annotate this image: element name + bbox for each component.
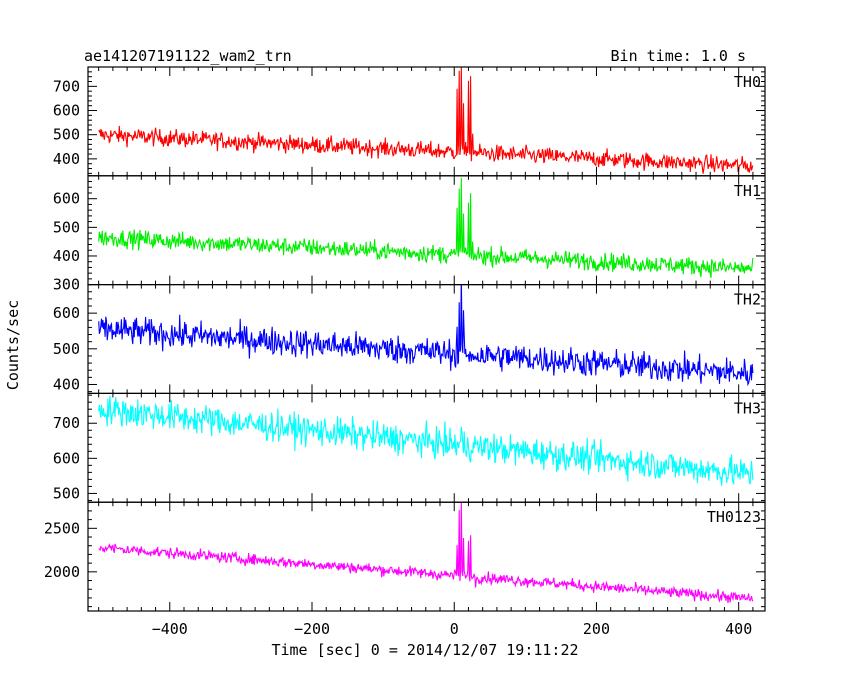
y-tick-label-th0-0: 400 [53,150,80,168]
y-tick-label-th3-2: 700 [53,414,80,432]
y-tick-label-th0123-1: 2500 [44,519,80,537]
y-tick-label-th3-1: 600 [53,449,80,467]
chart-title: ae141207191122_wam2_trn [84,47,292,65]
panel-th0: 400 500 600 700 TH0 [53,66,766,177]
y-tick-label-th1-2: 500 [53,218,80,236]
x-axis: −400 −200 0 200 400 [152,620,753,638]
y-tick-label-th1-0: 300 [53,276,80,294]
y-tick-label-th3-0: 500 [53,484,80,502]
y-tick-label-th1-3: 600 [53,190,80,208]
series-line-th2 [98,284,754,387]
y-tick-label-th0-3: 700 [53,77,80,95]
x-axis-label: Time [sec] 0 = 2014/12/07 19:11:22 [271,641,578,659]
y-tick-label-th2-0: 400 [53,375,80,393]
panel-th1: 300 400 500 600 TH1 [53,175,766,294]
panel-label-th0: TH0 [734,73,761,91]
bin-time-label: Bin time: 1.0 s [611,47,746,65]
series-line-th3 [98,395,754,486]
y-tick-label-th0123-0: 2000 [44,563,80,581]
y-tick-label-th2-1: 500 [53,340,80,358]
panel-th3: 500 600 700 TH3 [53,392,766,503]
x-tick-label-0: −400 [152,620,188,638]
x-tick-label-4: 400 [725,620,752,638]
x-tick-label-3: 200 [583,620,610,638]
x-tick-label-2: 0 [450,620,459,638]
panels-group: 400 500 600 700 TH0 300 400 500 600 TH1 400 500 600 T… [44,66,766,612]
panel-label-th2: TH2 [734,291,761,309]
panel-label-th1: TH1 [734,182,761,200]
y-tick-label-th0-2: 600 [53,102,80,120]
panel-th2: 400 500 600 TH2 [53,284,766,395]
series-line-th0 [98,67,754,174]
x-tick-label-1: −200 [294,620,330,638]
panel-frame-th0123 [87,501,766,612]
panel-frame-th3 [87,392,766,503]
series-line-th0123 [98,502,754,603]
panel-th0123: 2000 2500 TH0123 [44,501,766,612]
y-axis-label: Counts/sec [4,300,22,390]
y-tick-label-th2-2: 600 [53,304,80,322]
series-line-th1 [98,177,754,278]
panel-label-th3: TH3 [734,399,761,417]
y-tick-label-th1-1: 400 [53,247,80,265]
y-tick-label-th0-1: 500 [53,126,80,144]
panel-frame-th0 [87,66,766,177]
panel-label-th0123: TH0123 [707,508,761,526]
panel-frame-th1 [87,175,766,286]
